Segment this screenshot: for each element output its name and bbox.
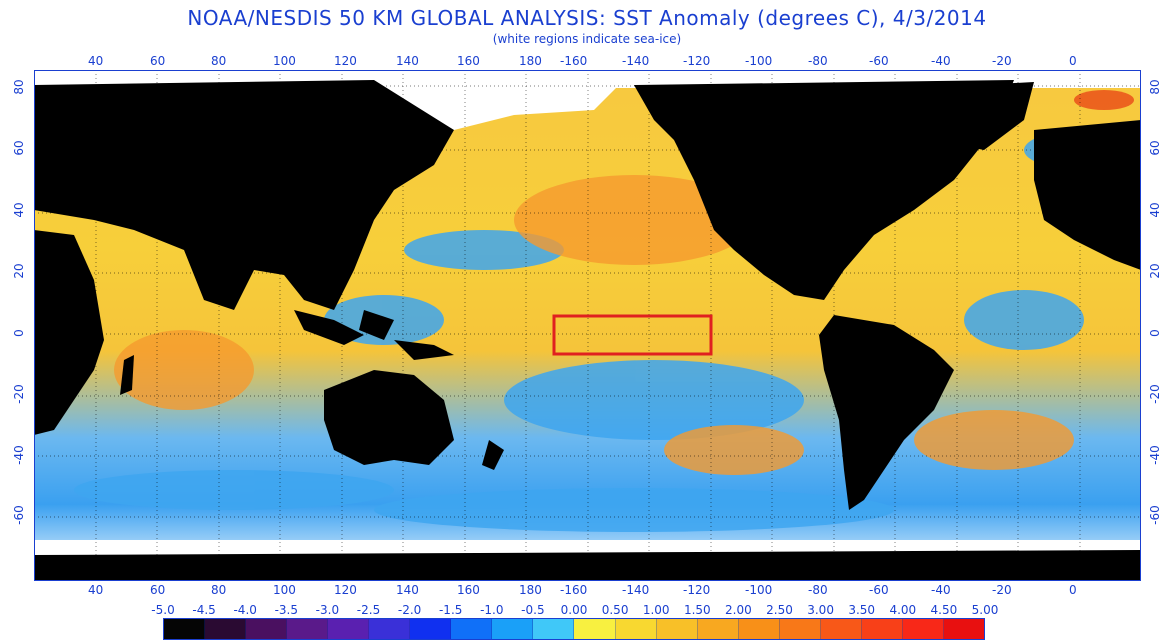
colorbar-swatch <box>328 619 370 639</box>
bottom-lon-label: 100 <box>273 583 296 597</box>
top-lon-label: 100 <box>273 54 296 68</box>
colorbar-swatch <box>287 619 329 639</box>
colorbar-label: -3.0 <box>315 603 340 617</box>
bottom-lon-label: -20 <box>992 583 1012 597</box>
right-lat-label: 80 <box>1148 79 1162 95</box>
top-lon-label: 60 <box>150 54 166 68</box>
colorbar-swatch <box>246 619 288 639</box>
left-lat-label: 20 <box>12 263 26 279</box>
colorbar-swatch <box>492 619 534 639</box>
top-lon-label: -160 <box>560 54 588 68</box>
chart-title: NOAA/NESDIS 50 KM GLOBAL ANALYSIS: SST A… <box>187 6 987 30</box>
colorbar-label: -1.5 <box>438 603 463 617</box>
bottom-lon-label: 40 <box>88 583 104 597</box>
left-lat-label: 80 <box>12 79 26 95</box>
colorbar <box>163 618 985 640</box>
colorbar-swatch <box>574 619 616 639</box>
right-lat-label: -20 <box>1148 384 1162 404</box>
top-lon-label: -100 <box>745 54 773 68</box>
colorbar-label: 5.00 <box>971 603 999 617</box>
colorbar-label: 0.00 <box>560 603 588 617</box>
bottom-lon-label: -160 <box>560 583 588 597</box>
colorbar-swatch <box>205 619 247 639</box>
graticule <box>34 70 1141 581</box>
colorbar-swatch <box>779 619 821 639</box>
top-lon-label: 140 <box>396 54 419 68</box>
colorbar-label: -4.5 <box>192 603 216 617</box>
colorbar-swatch <box>697 619 739 639</box>
right-lat-label: 20 <box>1148 263 1162 279</box>
colorbar-label: -0.5 <box>521 603 545 617</box>
top-lon-label: 0 <box>1069 54 1077 68</box>
top-lon-label: 120 <box>334 54 357 68</box>
top-lon-label: -40 <box>931 54 951 68</box>
right-lat-label: 40 <box>1148 202 1162 218</box>
left-lat-label: 60 <box>12 140 26 156</box>
bottom-lon-label: -80 <box>808 583 828 597</box>
top-lon-label: -80 <box>808 54 828 68</box>
top-lon-label: 180 <box>519 54 542 68</box>
colorbar-label: 3.00 <box>807 603 834 617</box>
land <box>34 80 1141 581</box>
bottom-lon-label: -60 <box>869 583 889 597</box>
bottom-lon-label: 60 <box>150 583 166 597</box>
left-lat-label: -20 <box>12 384 26 404</box>
map-frame <box>34 70 1141 581</box>
top-lon-label: -60 <box>869 54 889 68</box>
colorbar-swatch <box>164 619 206 639</box>
colorbar-swatch <box>451 619 493 639</box>
colorbar-label: 2.00 <box>725 603 752 617</box>
bottom-lon-label: 80 <box>211 583 227 597</box>
top-lon-label: 40 <box>88 54 104 68</box>
colorbar-label: 0.50 <box>601 603 629 617</box>
top-lon-label: 160 <box>457 54 480 68</box>
right-lat-label: -40 <box>1148 445 1162 465</box>
chart-subtitle: (white regions indicate sea-ice) <box>492 32 682 46</box>
top-lon-label: -20 <box>992 54 1012 68</box>
colorbar-swatch <box>861 619 903 639</box>
bottom-lon-label: -140 <box>622 583 650 597</box>
colorbar-label: -2.5 <box>356 603 381 617</box>
colorbar-label: 1.50 <box>683 603 711 617</box>
right-lat-label: 0 <box>1148 329 1162 337</box>
colorbar-label: 4.00 <box>889 603 917 617</box>
bottom-lon-label: 180 <box>519 583 542 597</box>
bottom-lon-label: 140 <box>396 583 419 597</box>
nino-region-box <box>552 314 713 356</box>
bottom-lon-label: 160 <box>457 583 480 597</box>
left-lat-label: 0 <box>12 329 26 337</box>
colorbar-label: -1.0 <box>480 603 504 617</box>
right-lat-label: 60 <box>1148 140 1162 156</box>
bottom-lon-label: -100 <box>745 583 773 597</box>
colorbar-swatch <box>656 619 698 639</box>
colorbar-swatch <box>902 619 944 639</box>
colorbar-swatch <box>820 619 862 639</box>
top-lon-label: 80 <box>211 54 227 68</box>
colorbar-swatch <box>533 619 575 639</box>
colorbar-swatch <box>369 619 411 639</box>
bottom-lon-label: -120 <box>683 583 711 597</box>
sst-anomaly-map <box>34 70 1141 581</box>
colorbar-swatch <box>410 619 452 639</box>
colorbar-swatch <box>738 619 780 639</box>
colorbar-label: 3.50 <box>848 603 876 617</box>
colorbar-label: 1.00 <box>642 603 670 617</box>
colorbar-label: -2.0 <box>397 603 422 617</box>
colorbar-label: 4.50 <box>930 603 958 617</box>
bottom-lon-label: 120 <box>334 583 357 597</box>
bottom-lon-label: -40 <box>931 583 951 597</box>
colorbar-swatch <box>615 619 657 639</box>
colorbar-label: -5.0 <box>151 603 175 617</box>
right-lat-label: -60 <box>1148 505 1162 525</box>
colorbar-label: -4.0 <box>233 603 257 617</box>
bottom-lon-label: 0 <box>1069 583 1077 597</box>
left-lat-label: -40 <box>12 445 26 465</box>
top-lon-label: -120 <box>683 54 711 68</box>
colorbar-label: -3.5 <box>274 603 299 617</box>
left-lat-label: -60 <box>12 505 26 525</box>
top-lon-label: -140 <box>622 54 650 68</box>
colorbar-label: 2.50 <box>766 603 793 617</box>
colorbar-swatch <box>943 619 984 639</box>
left-lat-label: 40 <box>12 202 26 218</box>
